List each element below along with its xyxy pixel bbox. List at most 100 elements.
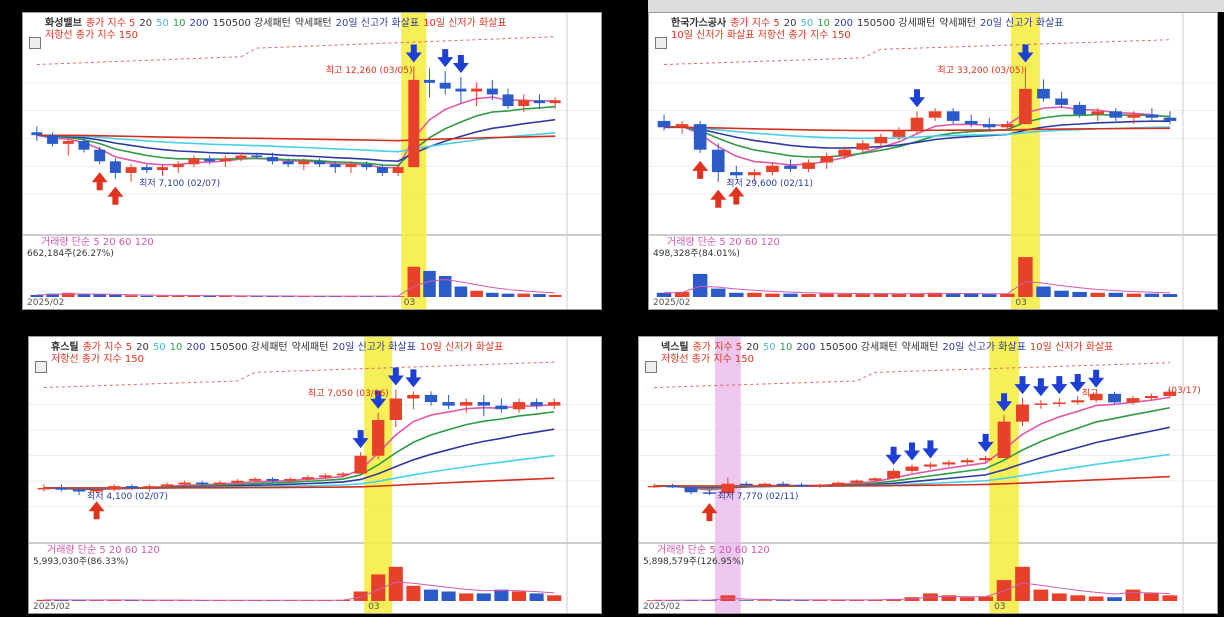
x-axis-label: 03 [994,602,1006,612]
candle-body [248,478,262,481]
x-axis-label: 03 [1015,298,1027,308]
x-axis-label: 03 [403,298,416,308]
candle-body [813,484,827,487]
indicator-label: 50 [156,18,169,29]
candle-body [329,164,341,168]
candle-body [345,164,357,168]
candle-body [235,155,247,159]
volume-average-line [36,278,556,297]
volume-bar [996,580,1012,601]
candle-body [477,402,490,406]
candle-body [693,124,707,150]
high-price-label: 최고 12,260 (03/05) [325,65,413,76]
candle-body [1055,98,1068,105]
volume-bar [927,292,943,297]
volume-header: 거래량 단순 5 20 60 120 [667,237,780,248]
down-arrow-icon [1069,373,1086,392]
volume-bar [423,270,436,297]
volume-bar [486,292,499,297]
candle-body [887,470,901,479]
volume-bar [266,296,279,297]
candle-body [314,161,326,165]
volume-bar [1015,566,1030,601]
candle-body [188,158,200,165]
low-price-label: 최저 7,100 (02/07) [139,178,221,189]
highlight-band-pink [714,337,741,613]
candle-body [204,158,216,162]
volume-bar [353,591,368,601]
volume-bar [783,293,798,297]
volume-bar [1125,589,1141,601]
settings-icon[interactable] [645,361,657,373]
resistance-line [654,362,1170,389]
volume-bar [1036,286,1051,297]
volume-bar [692,273,708,297]
candle-body [850,480,864,483]
volume-bar [819,293,834,297]
candle-body [407,394,420,399]
candle-body [1163,117,1177,121]
stock-chart-panel: 휴스틸 종가 지수 5 20 50 10 200 150500 강세패턴 약세패턴 20일 신고… [28,336,602,614]
top-ticker-strip [648,0,1224,12]
indicator-label: 150500 강세패턴 [209,342,288,353]
candle-body [266,156,278,162]
volume-average-line [664,280,1170,295]
down-arrow-icon [437,49,454,68]
candle-body [647,485,661,488]
settings-icon[interactable] [655,37,667,49]
candle-body [31,132,43,136]
volume-bar [156,295,169,297]
volume-bar [1126,293,1142,297]
candle-body [502,94,514,107]
candle-body [486,88,498,95]
volume-bar [646,600,662,601]
candle-body [1034,403,1048,405]
up-arrow-icon [692,160,709,179]
candle-body [178,482,191,485]
moving-average-line [36,134,556,142]
indicator-header-line2: 저항선 종가 지수 150 [45,30,139,41]
candle-body [213,482,226,485]
volume-bar [187,295,201,297]
candle-body [94,149,106,162]
candle-body [282,161,294,165]
volume-bar [517,293,531,297]
candle-body [923,464,937,467]
volume-bar [494,589,509,601]
candle-body [392,167,404,173]
candle-body [548,402,561,406]
volume-bar [978,596,994,601]
candle-body [1073,104,1086,115]
volume-bar [747,292,762,297]
volume-bar [765,293,780,297]
volume-bar [891,294,907,297]
volume-bar [855,294,871,297]
settings-icon[interactable] [35,361,47,373]
candle-body [1016,404,1029,422]
settings-icon[interactable] [29,37,41,49]
moving-average-line [43,411,555,490]
chart-canvas [29,337,601,613]
volume-bar [470,290,483,297]
candle-body [530,402,543,406]
volume-bar [281,296,295,297]
indicator-label: 50 [152,342,166,353]
down-arrow-icon [996,393,1013,412]
indicator-label: 약세패턴 [939,18,976,29]
volume-bar [1072,291,1087,297]
candle-body [424,394,438,403]
candle-body [442,402,455,406]
volume-bar [711,288,726,297]
volume-bar [775,600,791,601]
down-arrow-icon [922,440,939,459]
indicator-label: 약세패턴 [901,342,939,353]
candle-body [460,402,473,406]
candle-body [78,140,90,150]
volume-bar [93,294,106,297]
candle-body [964,120,978,125]
down-arrow-icon [1051,376,1068,395]
low-price-label: 최저 7,770 (02/11) [717,492,799,503]
candle-body [125,167,137,173]
up-arrow-icon [88,501,105,520]
volume-bar [423,589,439,601]
